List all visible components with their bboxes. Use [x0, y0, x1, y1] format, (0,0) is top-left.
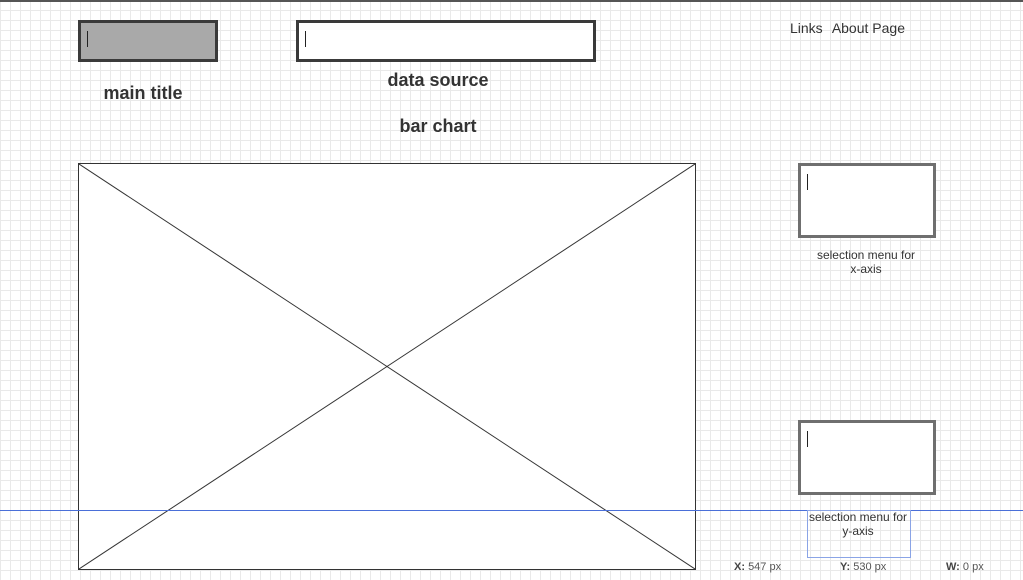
text-caret [807, 174, 808, 190]
nav-link-about[interactable]: About Page [831, 20, 905, 36]
main-title-input[interactable] [78, 20, 218, 62]
y-axis-select-caption: selection menu for y-axis [808, 510, 908, 538]
data-source-input[interactable] [296, 20, 596, 62]
text-caret [807, 431, 808, 447]
main-title-label: main title [103, 83, 183, 103]
x-axis-select[interactable] [798, 163, 936, 238]
status-w: W: 0 px [946, 561, 984, 573]
selection-outline[interactable] [807, 510, 911, 558]
x-axis-select-caption: selection menu for x-axis [816, 248, 916, 276]
text-caret [305, 31, 306, 47]
alignment-guide [0, 510, 1023, 511]
canvas-top-border [0, 0, 1023, 2]
nav-bar: Links About Page [790, 20, 911, 36]
text-caret [87, 31, 88, 47]
status-x: X: 547 px [734, 561, 782, 573]
placeholder-cross-icon [79, 164, 695, 569]
y-axis-select[interactable] [798, 420, 936, 495]
bar-chart-placeholder [78, 163, 696, 570]
data-source-label: data source [387, 70, 489, 90]
status-y: Y: 530 px [840, 561, 887, 573]
bar-chart-label: bar chart [399, 116, 477, 136]
nav-link-links[interactable]: Links [790, 20, 823, 36]
